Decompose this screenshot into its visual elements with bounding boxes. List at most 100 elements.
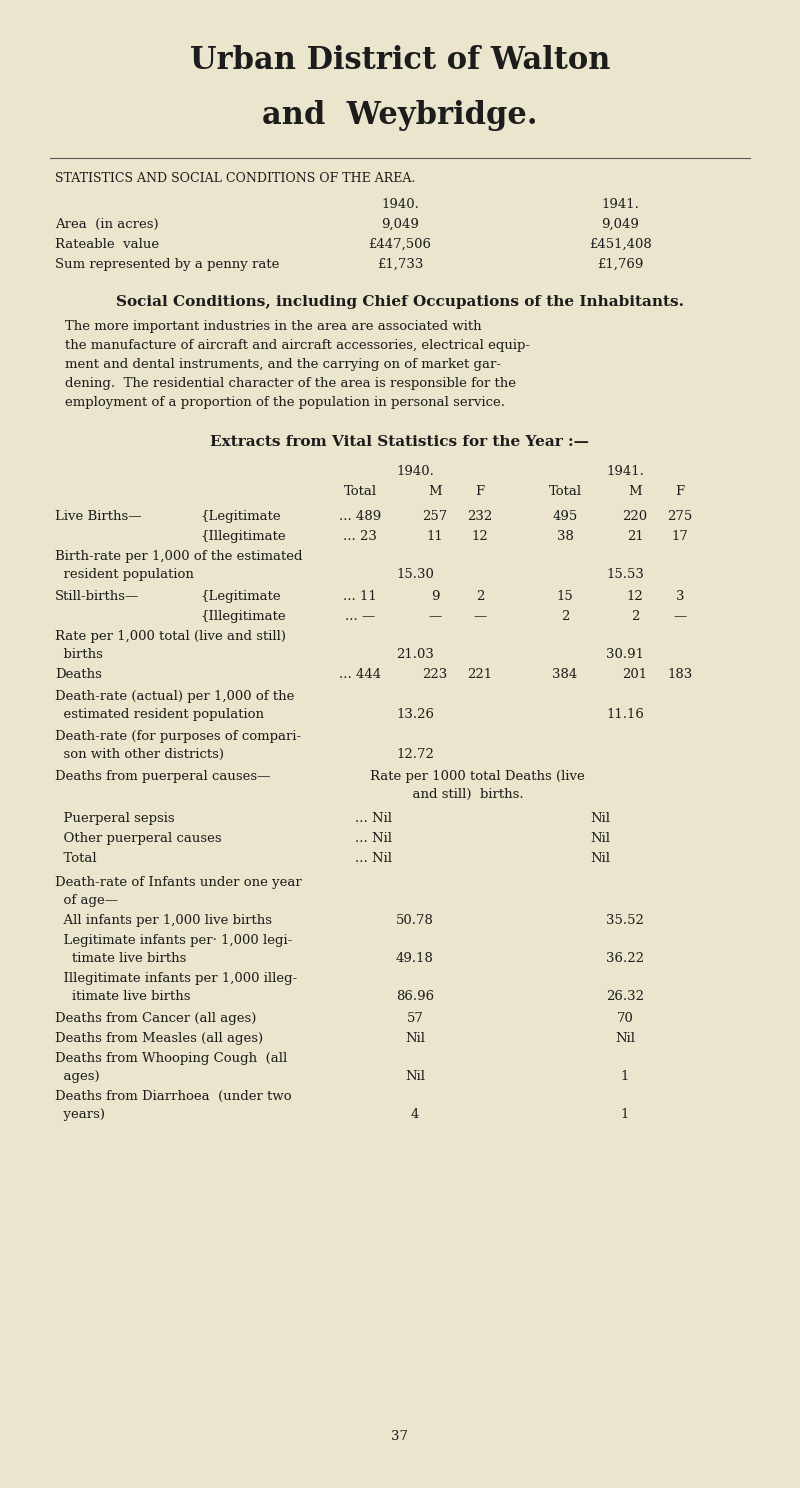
Text: 50.78: 50.78: [396, 914, 434, 927]
Text: 13.26: 13.26: [396, 708, 434, 722]
Text: 12: 12: [472, 530, 488, 543]
Text: ... Nil: ... Nil: [355, 812, 392, 824]
Text: —: —: [674, 610, 686, 623]
Text: 11: 11: [426, 530, 443, 543]
Text: and  Weybridge.: and Weybridge.: [262, 100, 538, 131]
Text: 26.32: 26.32: [606, 990, 644, 1003]
Text: Rateable  value: Rateable value: [55, 238, 159, 251]
Text: 495: 495: [552, 510, 578, 522]
Text: Death-rate of Infants under one year: Death-rate of Infants under one year: [55, 876, 302, 888]
Text: {Illegitimate: {Illegitimate: [200, 530, 286, 543]
Text: of age—: of age—: [55, 894, 118, 908]
Text: Sum represented by a penny rate: Sum represented by a penny rate: [55, 257, 279, 271]
Text: 70: 70: [617, 1012, 634, 1025]
Text: 15.30: 15.30: [396, 568, 434, 580]
Text: 37: 37: [391, 1430, 409, 1443]
Text: STATISTICS AND SOCIAL CONDITIONS OF THE AREA.: STATISTICS AND SOCIAL CONDITIONS OF THE …: [55, 173, 415, 185]
Text: Deaths from puerperal causes—: Deaths from puerperal causes—: [55, 769, 270, 783]
Text: itimate live births: itimate live births: [55, 990, 190, 1003]
Text: —: —: [428, 610, 442, 623]
Text: M: M: [428, 485, 442, 498]
Text: 201: 201: [622, 668, 647, 682]
Text: Rate per 1,000 total (live and still): Rate per 1,000 total (live and still): [55, 629, 286, 643]
Text: 1941.: 1941.: [601, 198, 639, 211]
Text: Birth-rate per 1,000 of the estimated: Birth-rate per 1,000 of the estimated: [55, 551, 302, 562]
Text: 9: 9: [430, 591, 439, 603]
Text: 275: 275: [667, 510, 693, 522]
Text: 21: 21: [626, 530, 643, 543]
Text: Nil: Nil: [590, 812, 610, 824]
Text: Deaths from Diarrhoea  (under two: Deaths from Diarrhoea (under two: [55, 1091, 292, 1103]
Text: £447,506: £447,506: [369, 238, 431, 251]
Text: Social Conditions, including Chief Occupations of the Inhabitants.: Social Conditions, including Chief Occup…: [116, 295, 684, 310]
Text: Nil: Nil: [405, 1033, 425, 1045]
Text: dening.  The residential character of the area is responsible for the: dening. The residential character of the…: [65, 376, 516, 390]
Text: Still-births—: Still-births—: [55, 591, 139, 603]
Text: F: F: [675, 485, 685, 498]
Text: 12.72: 12.72: [396, 748, 434, 760]
Text: 220: 220: [622, 510, 647, 522]
Text: 30.91: 30.91: [606, 647, 644, 661]
Text: —: —: [474, 610, 486, 623]
Text: ... —: ... —: [345, 610, 375, 623]
Text: 4: 4: [411, 1109, 419, 1120]
Text: 49.18: 49.18: [396, 952, 434, 966]
Text: 38: 38: [557, 530, 574, 543]
Text: and still)  births.: and still) births.: [370, 789, 524, 801]
Text: Extracts from Vital Statistics for the Year :—: Extracts from Vital Statistics for the Y…: [210, 434, 590, 449]
Text: Deaths from Cancer (all ages): Deaths from Cancer (all ages): [55, 1012, 256, 1025]
Text: Rate per 1000 total Deaths (live: Rate per 1000 total Deaths (live: [370, 769, 585, 783]
Text: ages): ages): [55, 1070, 100, 1083]
Text: Death-rate (actual) per 1,000 of the: Death-rate (actual) per 1,000 of the: [55, 690, 294, 702]
Text: £1,733: £1,733: [377, 257, 423, 271]
Text: Area  (in acres): Area (in acres): [55, 219, 158, 231]
Text: Illegitimate infants per 1,000 illeg-: Illegitimate infants per 1,000 illeg-: [55, 972, 298, 985]
Text: Total: Total: [343, 485, 377, 498]
Text: 1940.: 1940.: [396, 464, 434, 478]
Text: 11.16: 11.16: [606, 708, 644, 722]
Text: 12: 12: [626, 591, 643, 603]
Text: Nil: Nil: [590, 832, 610, 845]
Text: Other puerperal causes: Other puerperal causes: [55, 832, 222, 845]
Text: 1: 1: [621, 1109, 629, 1120]
Text: Nil: Nil: [615, 1033, 635, 1045]
Text: ... 444: ... 444: [339, 668, 381, 682]
Text: 1: 1: [621, 1070, 629, 1083]
Text: The more important industries in the area are associated with: The more important industries in the are…: [65, 320, 482, 333]
Text: {Legitimate: {Legitimate: [200, 510, 281, 522]
Text: the manufacture of aircraft and aircraft accessories, electrical equip-: the manufacture of aircraft and aircraft…: [65, 339, 530, 353]
Text: ... 11: ... 11: [343, 591, 377, 603]
Text: Total: Total: [55, 853, 97, 865]
Text: 223: 223: [422, 668, 448, 682]
Text: 35.52: 35.52: [606, 914, 644, 927]
Text: 257: 257: [422, 510, 448, 522]
Text: 3: 3: [676, 591, 684, 603]
Text: Nil: Nil: [590, 853, 610, 865]
Text: All infants per 1,000 live births: All infants per 1,000 live births: [55, 914, 272, 927]
Text: estimated resident population: estimated resident population: [55, 708, 264, 722]
Text: ment and dental instruments, and the carrying on of market gar-: ment and dental instruments, and the car…: [65, 359, 501, 371]
Text: timate live births: timate live births: [55, 952, 186, 966]
Text: 232: 232: [467, 510, 493, 522]
Text: 2: 2: [631, 610, 639, 623]
Text: 36.22: 36.22: [606, 952, 644, 966]
Text: 15: 15: [557, 591, 574, 603]
Text: Deaths: Deaths: [55, 668, 102, 682]
Text: 9,049: 9,049: [381, 219, 419, 231]
Text: Deaths from Whooping Cough  (all: Deaths from Whooping Cough (all: [55, 1052, 287, 1065]
Text: Death-rate (for purposes of compari-: Death-rate (for purposes of compari-: [55, 731, 301, 743]
Text: resident population: resident population: [55, 568, 194, 580]
Text: 17: 17: [671, 530, 689, 543]
Text: £1,769: £1,769: [597, 257, 643, 271]
Text: 384: 384: [552, 668, 578, 682]
Text: {Legitimate: {Legitimate: [200, 591, 281, 603]
Text: Urban District of Walton: Urban District of Walton: [190, 45, 610, 76]
Text: 86.96: 86.96: [396, 990, 434, 1003]
Text: ... Nil: ... Nil: [355, 832, 392, 845]
Text: employment of a proportion of the population in personal service.: employment of a proportion of the popula…: [65, 396, 505, 409]
Text: M: M: [628, 485, 642, 498]
Text: 21.03: 21.03: [396, 647, 434, 661]
Text: {Illegitimate: {Illegitimate: [200, 610, 286, 623]
Text: ... 23: ... 23: [343, 530, 377, 543]
Text: 15.53: 15.53: [606, 568, 644, 580]
